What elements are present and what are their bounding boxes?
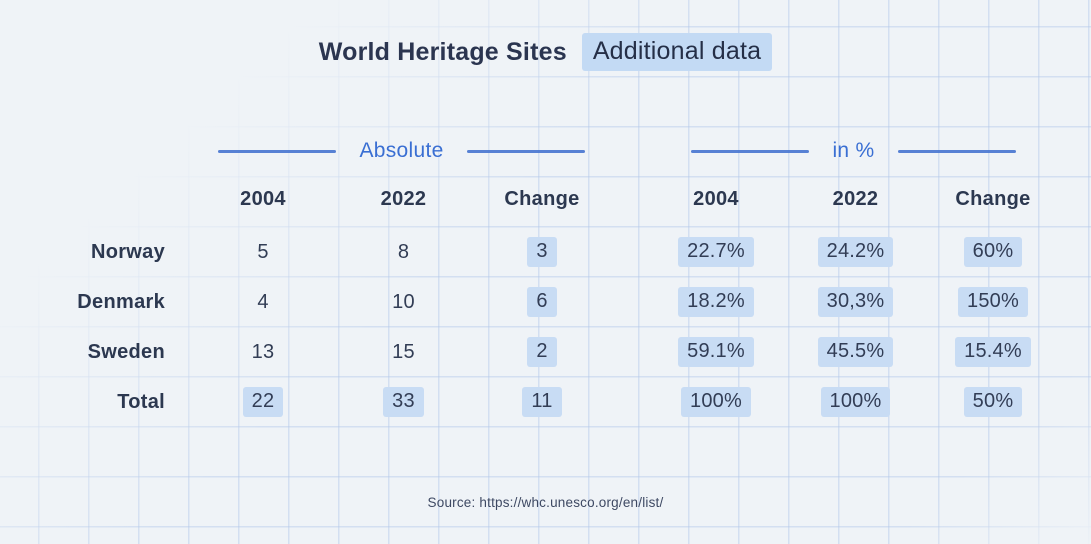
table-cell: 100% [646, 377, 786, 427]
table-cell: 59.1% [646, 327, 786, 377]
column-group-percent: in % [646, 130, 1061, 172]
table-cell: 11 [474, 377, 610, 427]
row-label-norway: Norway [90, 240, 165, 263]
highlight-mark: 15.4% [955, 337, 1031, 367]
table-cell: 45.5% [786, 327, 925, 377]
table-cell: 8 [333, 227, 474, 277]
highlight-mark: 33 [383, 387, 424, 417]
highlight-mark: 30,3% [817, 287, 894, 317]
source-text: Source: https://whc.unesco.org/en/list/ [427, 495, 664, 510]
table-cell: 150% [925, 277, 1061, 327]
row-label-total: Total [117, 390, 165, 413]
highlight-mark: 24.2% [817, 237, 894, 267]
table-cell: 18.2% [646, 277, 786, 327]
highlight-mark: 150% [958, 287, 1028, 317]
table-cell: 100% [786, 377, 925, 427]
cell-value: 10 [392, 290, 415, 313]
highlight-mark: 50% [963, 387, 1023, 417]
highlight-mark: 60% [963, 237, 1023, 267]
table-cell: 50% [925, 377, 1061, 427]
table-cell: 6 [474, 277, 610, 327]
page-title: World Heritage Sites Additional data [0, 33, 1091, 71]
decorative-line-icon [691, 149, 810, 153]
cell-value: 15 [392, 340, 415, 363]
cell-value: 4 [257, 290, 269, 313]
table-cell: 15 [333, 327, 474, 377]
column-header-pct-change: Change [955, 188, 1031, 210]
column-header-abs-2022: 2022 [380, 188, 427, 210]
column-group-absolute: Absolute [193, 130, 610, 172]
column-header-abs-change: Change [504, 188, 580, 210]
cell-value: 8 [397, 240, 410, 263]
highlight-mark: 100% [681, 387, 751, 417]
column-header-pct-2022: 2022 [832, 188, 879, 210]
table-cell: 22 [193, 377, 333, 427]
source-row: Source: https://whc.unesco.org/en/list/ [0, 495, 1091, 510]
table-grid: Absolute in % 2004 2022 Change 2004 2022… [0, 130, 1061, 427]
table-cell: 15.4% [925, 327, 1061, 377]
decorative-line-icon [218, 149, 337, 153]
highlight-mark: 11 [522, 387, 562, 417]
table-cell: 24.2% [786, 227, 925, 277]
table-cell: 60% [925, 227, 1061, 277]
highlight-mark: 22 [242, 387, 284, 417]
table-cell: 22.7% [646, 227, 786, 277]
highlight-mark: 18.2% [678, 287, 754, 317]
table-cell: 33 [333, 377, 474, 427]
row-label-sweden: Sweden [87, 340, 165, 363]
decorative-line-icon [897, 149, 1016, 153]
table-cell: 4 [193, 277, 333, 327]
highlight-mark: 59.1% [678, 337, 754, 367]
highlight-mark: 22.7% [678, 237, 754, 267]
column-header-abs-2004: 2004 [240, 188, 286, 210]
highlight-mark: 2 [527, 337, 557, 367]
table-cell: 5 [193, 227, 333, 277]
table-cell: 2 [474, 327, 610, 377]
decorative-line-icon [466, 149, 585, 153]
group-label-percent: in % [832, 139, 875, 162]
title-main: World Heritage Sites [318, 37, 567, 66]
table-cell: 13 [193, 327, 333, 377]
column-header-pct-2004: 2004 [693, 188, 739, 210]
title-highlight-mark: Additional data [581, 33, 773, 71]
highlight-mark: 100% [820, 387, 891, 417]
cell-value: 5 [257, 240, 269, 263]
table-cell: 30,3% [786, 277, 925, 327]
highlight-mark: 3 [527, 237, 557, 267]
table-cell: 10 [333, 277, 474, 327]
row-label-denmark: Denmark [77, 290, 165, 313]
highlight-mark: 6 [527, 287, 557, 317]
cell-value: 13 [251, 340, 275, 363]
highlight-mark: 45.5% [817, 337, 894, 367]
group-label-absolute: Absolute [359, 139, 444, 162]
table-cell: 3 [474, 227, 610, 277]
